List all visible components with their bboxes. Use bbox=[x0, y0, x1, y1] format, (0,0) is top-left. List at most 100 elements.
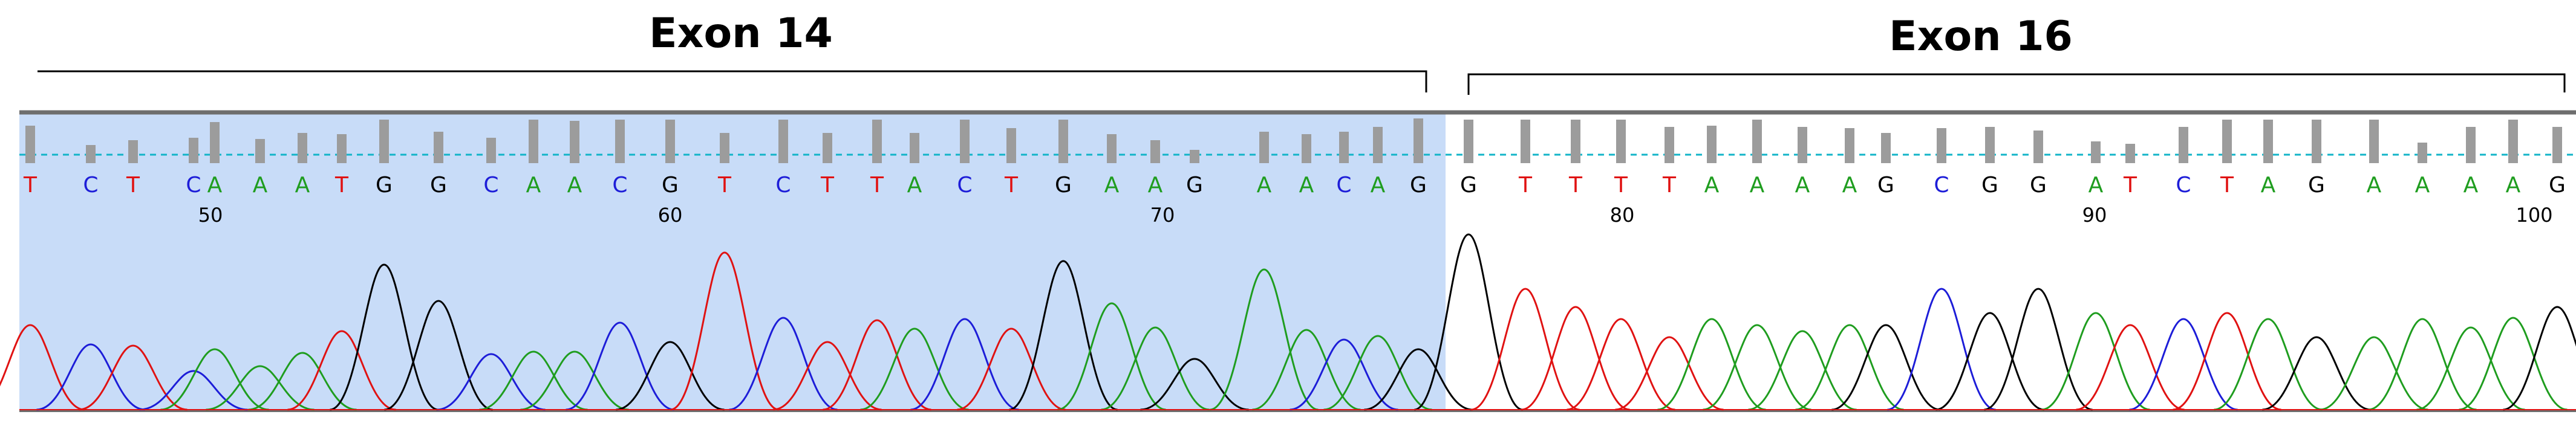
quality-bar bbox=[1665, 127, 1674, 163]
quality-bar bbox=[529, 120, 538, 163]
trace-peak bbox=[1521, 306, 1630, 411]
quality-bars bbox=[25, 118, 2562, 163]
trace-peak bbox=[566, 321, 674, 411]
base-call: T bbox=[820, 173, 835, 198]
base-call: T bbox=[126, 173, 140, 198]
trace-peak bbox=[1887, 288, 1996, 411]
quality-bar bbox=[1881, 133, 1891, 163]
base-call: T bbox=[717, 173, 732, 198]
trace-peak bbox=[1984, 288, 2093, 411]
quality-bar bbox=[778, 120, 788, 163]
base-call: A bbox=[2415, 173, 2430, 198]
trace-peak bbox=[2173, 312, 2281, 411]
base-call: A bbox=[567, 173, 582, 198]
quality-bar bbox=[1521, 120, 1530, 163]
quality-bar bbox=[1616, 120, 1626, 163]
quality-bar bbox=[1985, 127, 1995, 163]
trace-peaks bbox=[0, 233, 2576, 411]
trace-peak bbox=[139, 370, 248, 411]
quality-bar bbox=[1107, 134, 1117, 163]
trace-peak bbox=[2416, 326, 2525, 411]
trace-peak bbox=[330, 263, 439, 411]
quality-bar bbox=[1259, 132, 1269, 163]
trace-peak bbox=[1210, 268, 1319, 411]
base-call: C bbox=[957, 173, 972, 198]
quality-bar bbox=[2091, 141, 2101, 163]
trace-peak bbox=[287, 330, 396, 411]
base-call: G bbox=[1877, 173, 1894, 198]
quality-bar bbox=[2312, 120, 2321, 163]
quality-bar bbox=[2179, 127, 2188, 163]
quality-bar bbox=[379, 120, 389, 163]
position-80: 80 bbox=[1610, 204, 1635, 227]
trace-peak bbox=[1657, 318, 1766, 411]
trace-peak bbox=[1615, 336, 1724, 411]
base-call: T bbox=[334, 173, 349, 198]
quality-bar bbox=[2508, 120, 2518, 163]
trace-peak bbox=[2214, 318, 2323, 411]
base-call: G bbox=[1186, 173, 1203, 198]
quality-bar bbox=[960, 120, 970, 163]
quality-bar bbox=[337, 134, 347, 163]
trace-peak bbox=[2503, 306, 2576, 411]
quality-bar bbox=[720, 133, 729, 163]
trace-peak bbox=[1252, 329, 1361, 411]
position-70: 70 bbox=[1150, 204, 1175, 227]
quality-bar bbox=[1752, 120, 1762, 163]
quality-bar bbox=[2125, 144, 2135, 163]
quality-bar bbox=[1339, 132, 1349, 163]
trace-peak bbox=[1471, 288, 1580, 411]
quality-bar bbox=[570, 121, 579, 163]
base-call: C bbox=[775, 173, 791, 198]
base-call: T bbox=[870, 173, 884, 198]
trace-peak bbox=[1795, 324, 1904, 411]
trace-peak bbox=[910, 318, 1019, 411]
trace-peak bbox=[616, 341, 725, 411]
trace-peak bbox=[2041, 312, 2150, 411]
quality-bar bbox=[128, 140, 138, 163]
base-call: G bbox=[662, 173, 679, 198]
trace-peak bbox=[1364, 348, 1473, 411]
base-call: A bbox=[2464, 173, 2479, 198]
quality-bar bbox=[2033, 131, 2043, 163]
quality-bar bbox=[255, 139, 265, 163]
quality-bar bbox=[298, 133, 307, 163]
quality-bar bbox=[2369, 120, 2379, 163]
trace-peak bbox=[2368, 318, 2477, 411]
quality-bar bbox=[1845, 128, 1854, 163]
trace-peak bbox=[1703, 324, 1811, 411]
base-call: C bbox=[483, 173, 498, 198]
base-call: A bbox=[1148, 173, 1163, 198]
base-call: G bbox=[2549, 173, 2566, 198]
base-call: G bbox=[1981, 173, 1998, 198]
trace-peak bbox=[1009, 260, 1118, 411]
position-90: 90 bbox=[2082, 204, 2107, 227]
quality-bar bbox=[486, 138, 496, 163]
base-call: G bbox=[1460, 173, 1477, 198]
exon-14-bracket bbox=[37, 70, 1427, 92]
base-call: A bbox=[1104, 173, 1120, 198]
quality-bar bbox=[1373, 127, 1383, 163]
trace-peak bbox=[1290, 338, 1398, 411]
trace-peak bbox=[1140, 358, 1249, 411]
quality-bar bbox=[1302, 134, 1311, 163]
base-call: A bbox=[907, 173, 922, 198]
base-call: A bbox=[1750, 173, 1765, 198]
trace-peak bbox=[248, 352, 357, 411]
trace-peak bbox=[437, 353, 546, 411]
quality-bar bbox=[1190, 150, 1199, 163]
base-call: T bbox=[1614, 173, 1628, 198]
quality-bar bbox=[210, 122, 220, 163]
quality-bar bbox=[615, 120, 625, 163]
base-call: G bbox=[1410, 173, 1427, 198]
base-call: G bbox=[2030, 173, 2047, 198]
trace-peak bbox=[823, 319, 931, 411]
base-call: A bbox=[1795, 173, 1810, 198]
position-50: 50 bbox=[198, 204, 223, 227]
base-call: C bbox=[1336, 173, 1351, 198]
trace-peak bbox=[1323, 335, 1432, 411]
quality-bar bbox=[1798, 127, 1807, 163]
base-call: A bbox=[2506, 173, 2521, 198]
trace-peak bbox=[36, 343, 145, 411]
